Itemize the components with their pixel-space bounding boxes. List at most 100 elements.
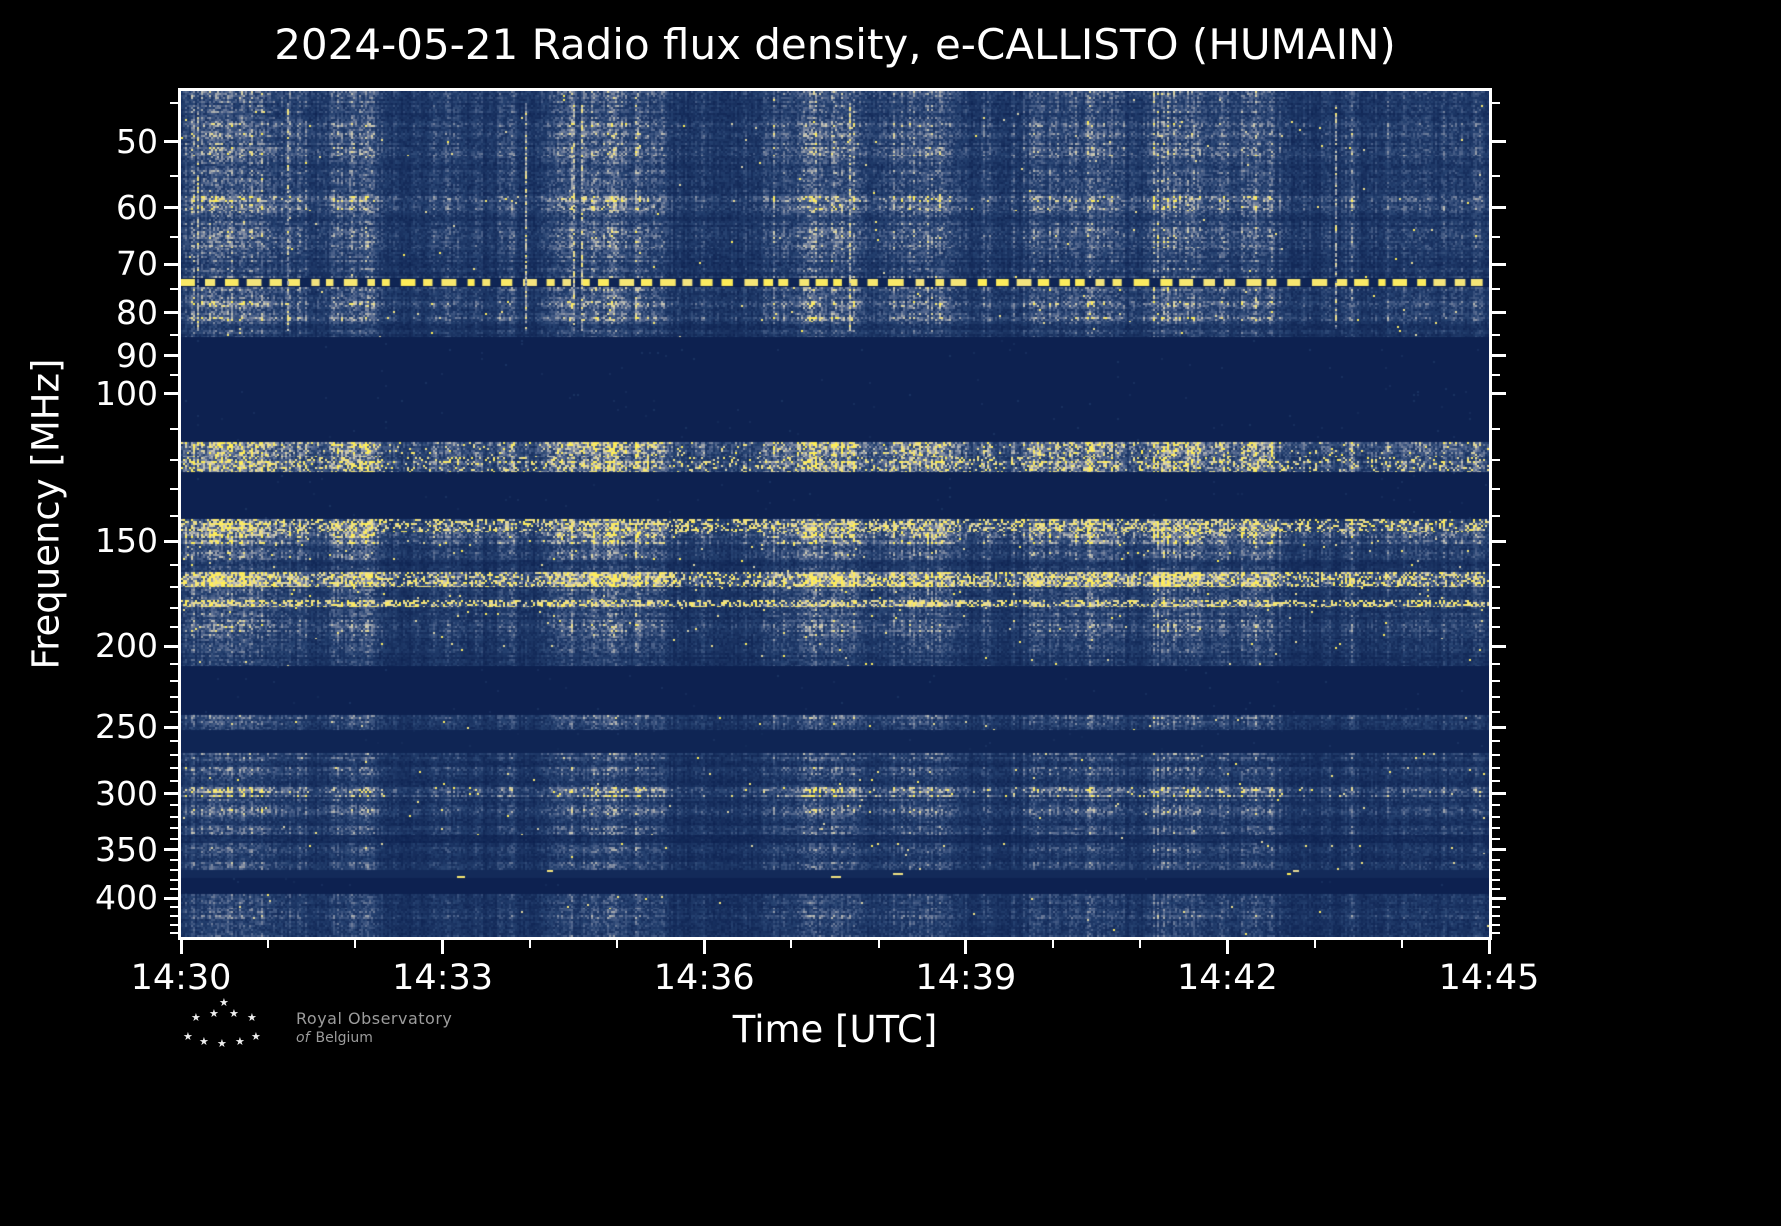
y-minor-tick bbox=[170, 816, 178, 819]
y-minor-tick-right bbox=[1492, 459, 1500, 462]
y-tick-label: 400 bbox=[95, 878, 158, 918]
y-minor-tick-right bbox=[1492, 906, 1500, 909]
y-major-tick-right bbox=[1492, 262, 1506, 266]
x-minor-tick bbox=[877, 940, 880, 948]
y-minor-tick-right bbox=[1492, 236, 1500, 239]
y-minor-tick-right bbox=[1492, 931, 1500, 934]
y-minor-tick bbox=[170, 585, 178, 588]
y-minor-tick bbox=[170, 427, 178, 430]
x-minor-tick bbox=[1052, 940, 1054, 948]
y-minor-tick-right bbox=[1492, 626, 1500, 629]
y-minor-tick-right bbox=[1492, 606, 1500, 609]
y-minor-tick bbox=[170, 236, 178, 239]
y-minor-tick-right bbox=[1492, 804, 1500, 807]
y-minor-tick bbox=[170, 923, 178, 926]
star-icon: ★ bbox=[217, 1037, 227, 1050]
x-minor-tick bbox=[267, 940, 270, 948]
star-icon: ★ bbox=[251, 1030, 261, 1043]
y-minor-tick bbox=[170, 175, 178, 178]
y-minor-tick bbox=[170, 374, 178, 377]
x-minor-tick bbox=[1400, 940, 1403, 948]
x-minor-tick bbox=[790, 940, 793, 948]
y-tick-label: 300 bbox=[95, 773, 158, 813]
y-major-tick bbox=[164, 392, 178, 396]
y-major-tick bbox=[164, 354, 178, 358]
y-minor-tick-right bbox=[1492, 563, 1500, 566]
y-minor-tick-right bbox=[1492, 816, 1500, 819]
x-minor-tick bbox=[1139, 940, 1142, 948]
y-minor-tick bbox=[170, 878, 178, 881]
y-tick-label: 150 bbox=[95, 521, 158, 561]
plot-area bbox=[178, 88, 1492, 940]
rob-logo: ★ ★ ★ ★ ★ ★ ★ ★ ★ ★ Royal Observatory of… bbox=[182, 996, 453, 1054]
y-major-tick-right bbox=[1492, 140, 1506, 144]
y-minor-tick-right bbox=[1492, 585, 1500, 588]
y-tick-label: 80 bbox=[116, 292, 158, 332]
y-minor-tick bbox=[170, 868, 178, 871]
y-minor-tick-right bbox=[1492, 679, 1500, 682]
y-tick-label: 350 bbox=[95, 829, 158, 869]
y-minor-tick bbox=[170, 711, 178, 714]
y-tick-label: 70 bbox=[116, 244, 158, 284]
y-major-tick bbox=[164, 311, 178, 315]
y-minor-tick-right bbox=[1492, 838, 1500, 841]
y-minor-tick-right bbox=[1492, 662, 1500, 665]
y-minor-tick bbox=[170, 888, 178, 890]
x-major-tick bbox=[964, 940, 968, 954]
x-tick-label: 14:30 bbox=[130, 958, 232, 998]
y-tick-label: 250 bbox=[95, 707, 158, 747]
x-major-tick bbox=[179, 940, 183, 954]
rob-logo-stars: ★ ★ ★ ★ ★ ★ ★ ★ ★ ★ bbox=[182, 996, 270, 1054]
x-minor-tick bbox=[528, 940, 531, 948]
x-axis-label: Time [UTC] bbox=[732, 1008, 938, 1051]
y-minor-tick bbox=[170, 102, 178, 105]
star-icon: ★ bbox=[183, 1030, 193, 1043]
y-minor-tick bbox=[170, 914, 178, 917]
rob-org-line1: Royal Observatory bbox=[296, 1008, 453, 1028]
y-minor-tick bbox=[170, 767, 178, 770]
y-minor-tick bbox=[170, 906, 178, 909]
y-major-tick-right bbox=[1492, 725, 1506, 729]
x-major-tick bbox=[441, 940, 445, 954]
y-major-tick-right bbox=[1492, 311, 1506, 315]
y-minor-tick-right bbox=[1492, 333, 1500, 336]
y-minor-tick bbox=[170, 333, 178, 336]
y-major-tick bbox=[164, 539, 178, 543]
y-minor-tick-right bbox=[1492, 102, 1500, 105]
star-icon: ★ bbox=[219, 996, 229, 1009]
y-minor-tick-right bbox=[1492, 858, 1500, 861]
y-minor-tick-right bbox=[1492, 515, 1500, 518]
y-major-tick-right bbox=[1492, 848, 1506, 852]
x-minor-tick bbox=[354, 940, 357, 948]
y-major-tick-right bbox=[1492, 354, 1506, 358]
y-major-tick-right bbox=[1492, 792, 1506, 796]
y-minor-tick-right bbox=[1492, 827, 1500, 830]
x-tick-label: 14:33 bbox=[392, 958, 494, 998]
x-minor-tick bbox=[1313, 940, 1316, 948]
y-minor-tick-right bbox=[1492, 923, 1500, 926]
chart-title: 2024-05-21 Radio flux density, e-CALLIST… bbox=[274, 20, 1396, 69]
y-axis-label: Frequency [MHz] bbox=[24, 358, 68, 670]
y-minor-tick-right bbox=[1492, 374, 1500, 377]
y-minor-tick-right bbox=[1492, 427, 1500, 430]
y-minor-tick bbox=[170, 804, 178, 807]
y-major-tick-right bbox=[1492, 896, 1506, 900]
y-tick-label: 60 bbox=[116, 187, 158, 227]
y-major-tick bbox=[164, 644, 178, 648]
y-major-tick-right bbox=[1492, 206, 1506, 210]
spectrogram-canvas bbox=[181, 91, 1489, 937]
x-tick-label: 14:36 bbox=[653, 958, 755, 998]
star-icon: ★ bbox=[199, 1035, 209, 1048]
y-minor-tick bbox=[170, 459, 178, 462]
y-major-tick-right bbox=[1492, 644, 1506, 648]
y-minor-tick bbox=[170, 754, 178, 757]
y-minor-tick-right bbox=[1492, 780, 1500, 783]
y-major-tick bbox=[164, 262, 178, 266]
y-minor-tick-right bbox=[1492, 888, 1500, 890]
y-major-tick-right bbox=[1492, 539, 1506, 543]
y-minor-tick bbox=[170, 858, 178, 861]
y-major-tick bbox=[164, 896, 178, 900]
y-minor-tick bbox=[170, 488, 178, 491]
y-major-tick bbox=[164, 206, 178, 210]
y-minor-tick-right bbox=[1492, 740, 1500, 743]
